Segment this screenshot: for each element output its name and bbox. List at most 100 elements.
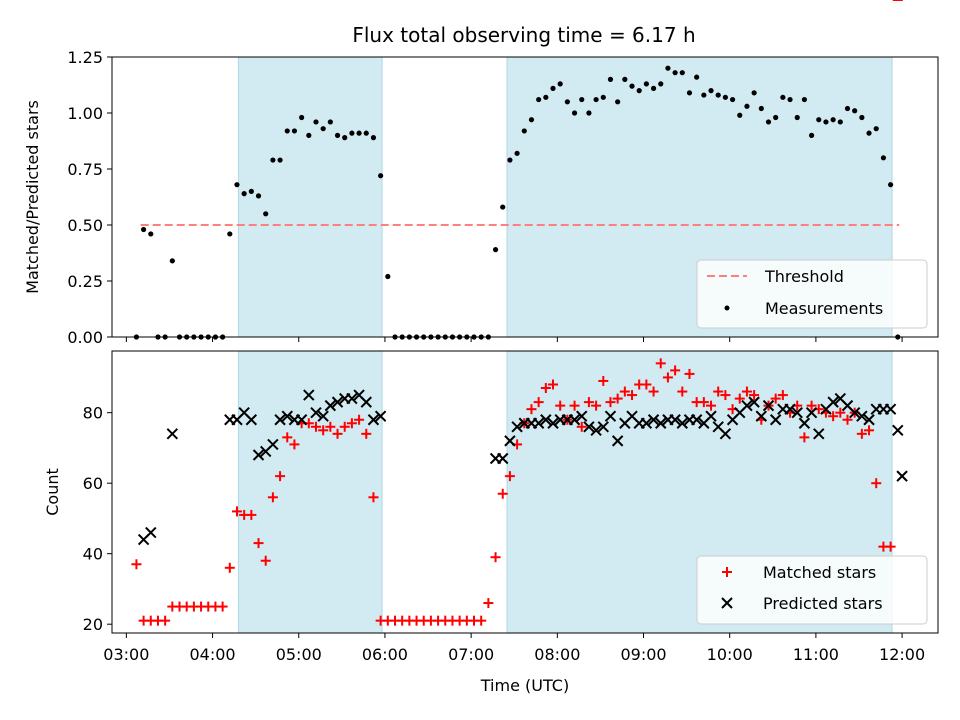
predicted-star-point — [497, 452, 509, 465]
predicted-star-point — [331, 396, 344, 408]
measurement-point — [787, 96, 793, 103]
measurement-point — [550, 85, 556, 91]
measurement-point — [255, 193, 262, 199]
x-tick-label: 04:00 — [190, 645, 236, 664]
matched-star-point — [282, 432, 293, 443]
predicted-legend-label: Predicted stars — [763, 594, 883, 613]
predicted-star-points — [137, 389, 908, 546]
predicted-x-b — [540, 414, 552, 426]
y-tick-label: 80 — [83, 404, 103, 423]
matched-star-point — [260, 555, 271, 566]
measurement-point — [507, 157, 513, 163]
matched-star-point — [842, 414, 853, 425]
matched-star-point — [354, 414, 365, 425]
measurement-point — [363, 130, 369, 136]
measurement-point — [650, 85, 657, 91]
predicted-star-point — [267, 438, 279, 451]
predicted-x-b — [576, 410, 588, 422]
matched-star-point — [131, 559, 142, 570]
predicted-x-b — [762, 399, 775, 412]
count-legend-box — [696, 555, 928, 625]
measurement-point — [765, 119, 772, 125]
matched-star-point — [253, 538, 264, 549]
matched-star-point — [741, 386, 752, 397]
measurement-point — [708, 88, 714, 94]
measurement-point — [701, 92, 707, 98]
predicted-star-point — [762, 399, 775, 412]
measurement-legend-label: Measurements — [765, 299, 883, 318]
measurement-point — [773, 114, 779, 121]
predicted-star-point — [604, 410, 617, 422]
predicted-star-point — [784, 403, 796, 415]
predicted-x-b — [896, 470, 908, 482]
ratio-x-ticks — [125, 337, 903, 342]
measurement-point — [579, 96, 585, 103]
predicted-star-point — [511, 421, 523, 433]
predicted-star-point — [896, 470, 908, 482]
measurement-point — [887, 182, 894, 188]
predicted-x-b — [374, 410, 387, 422]
measurement-point — [665, 65, 671, 71]
measurement-point — [378, 173, 384, 179]
matched-star-point — [698, 397, 709, 408]
matched-star-point — [267, 492, 278, 503]
count-plot-frame — [111, 350, 939, 634]
matched-star-point — [713, 386, 724, 397]
ratio-panel: 0.00 0.25 0.50 0.75 1.00 1.25 Matched/Predict… — [23, 48, 939, 347]
measurement-point — [263, 211, 269, 217]
measurement-point — [248, 188, 254, 194]
measurement-point — [715, 92, 721, 98]
measurement-point — [607, 76, 614, 82]
matched-star-point — [734, 393, 745, 404]
measurement-point — [744, 103, 750, 109]
predicted-x-b — [583, 421, 595, 433]
measurement-point — [658, 81, 664, 87]
measurement-point — [873, 126, 879, 132]
measurement-point — [679, 70, 685, 76]
predicted-x-b — [791, 406, 803, 419]
matched-star-point — [275, 471, 286, 482]
predicted-star-point — [583, 421, 595, 433]
ratio-plot-frame — [111, 56, 939, 338]
matched-star-point — [583, 397, 594, 408]
measurement-point — [694, 74, 700, 80]
matched-star-point — [706, 400, 717, 411]
matched-star-point — [605, 397, 616, 408]
predicted-x-b — [238, 406, 250, 419]
measurement-point — [227, 231, 233, 237]
measurement-point — [320, 126, 326, 132]
measurement-point — [636, 88, 642, 94]
predicted-x-b — [317, 410, 329, 422]
measurement-point — [557, 81, 563, 87]
matched-star-point — [332, 428, 343, 439]
predicted-star-point — [690, 414, 703, 426]
predicted-x-b — [848, 406, 861, 419]
predicted-x-b — [310, 406, 322, 419]
measurement-point — [241, 191, 247, 197]
predicted-x-b — [834, 392, 847, 405]
measurement-point — [342, 135, 348, 141]
predicted-x-b — [604, 410, 617, 422]
measurement-point — [313, 119, 319, 125]
predicted-x-b — [655, 417, 667, 429]
predicted-x-b — [295, 414, 308, 426]
measurement-point — [284, 128, 290, 134]
x-tick-label: 07:00 — [448, 645, 494, 664]
matched-star-point — [339, 421, 350, 432]
predicted-x-b — [647, 414, 660, 426]
measurement-point — [492, 247, 499, 253]
predicted-x-b — [367, 414, 380, 426]
matched-star-point — [684, 368, 695, 379]
predicted-star-point — [655, 417, 667, 429]
predicted-star-point — [504, 435, 516, 447]
count-y-ticks: 20 40 60 80 — [83, 404, 112, 634]
predicted-x-b — [532, 417, 545, 429]
predicted-star-point — [856, 410, 868, 422]
matched-star-point — [368, 492, 379, 503]
predicted-x-b — [884, 403, 897, 415]
matched-star-point — [576, 421, 587, 432]
measurement-point — [521, 128, 527, 134]
matched-star-point — [246, 509, 257, 520]
matched-star-point — [770, 393, 781, 404]
predicted-x-b — [676, 417, 689, 429]
